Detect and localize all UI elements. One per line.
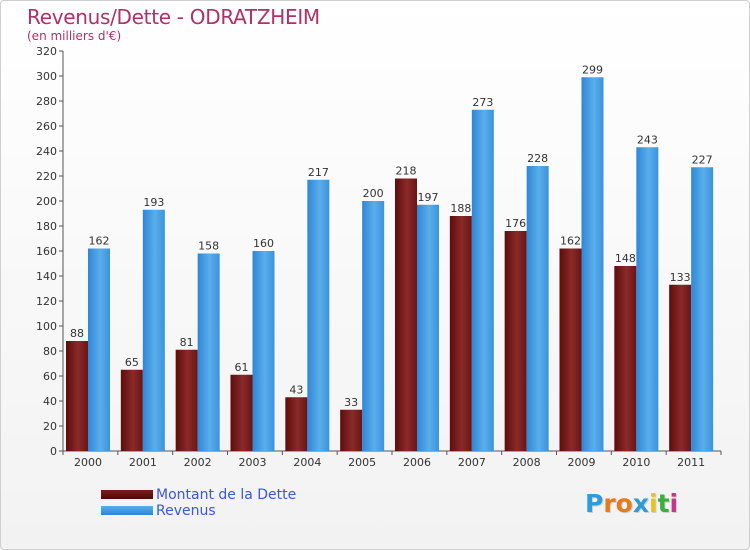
bar-revenus	[88, 248, 110, 451]
bar-dette	[340, 409, 363, 451]
y-tick-label: 320	[36, 45, 57, 58]
bar-revenus-value-label: 160	[253, 237, 274, 250]
bar-dette	[395, 178, 417, 451]
proxiti-logo: Proxiti	[585, 489, 678, 518]
logo-letter: t	[657, 489, 670, 518]
bar-revenus	[417, 204, 439, 451]
y-tick-label: 100	[36, 320, 57, 333]
y-tick-label: 60	[43, 370, 57, 383]
bar-dette-value-label: 176	[505, 217, 526, 230]
y-tick-label: 120	[36, 295, 57, 308]
y-tick-label: 220	[36, 170, 57, 183]
logo-letter: P	[585, 489, 604, 518]
x-tick-label: 2001	[129, 456, 157, 469]
bar-dette-value-label: 148	[615, 252, 636, 265]
y-tick-label: 240	[36, 145, 57, 158]
bar-dette	[66, 341, 88, 451]
bar-revenus-value-label: 243	[637, 133, 658, 146]
y-tick-label: 260	[36, 120, 57, 133]
bar-dette-value-label: 188	[450, 202, 471, 215]
bar-dette	[285, 397, 308, 451]
bar-revenus	[581, 77, 604, 451]
bar-revenus-value-label: 197	[418, 191, 439, 204]
bar-dette	[175, 349, 198, 451]
bar-revenus-value-label: 273	[472, 96, 493, 109]
y-tick-label: 200	[36, 195, 57, 208]
bar-revenus	[307, 179, 330, 451]
bar-dette-value-label: 33	[344, 396, 358, 409]
bar-dette	[504, 231, 527, 451]
bar-dette-value-label: 43	[289, 383, 303, 396]
bar-dette	[230, 374, 253, 451]
bar-revenus-value-label: 299	[582, 63, 603, 76]
bar-dette	[449, 216, 472, 451]
y-tick-label: 0	[50, 445, 57, 458]
x-tick-label: 2003	[239, 456, 267, 469]
y-tick-label: 300	[36, 70, 57, 83]
x-tick-label: 2011	[677, 456, 705, 469]
chart-subtitle: (en milliers d'€)	[27, 29, 122, 43]
x-tick-label: 2006	[403, 456, 431, 469]
bar-revenus	[252, 251, 275, 451]
bar-revenus	[362, 201, 385, 451]
legend-label-revenus: Revenus	[156, 503, 216, 519]
x-tick-label: 2004	[293, 456, 321, 469]
x-tick-label: 2007	[458, 456, 486, 469]
bar-revenus	[636, 147, 659, 451]
x-tick-label: 2005	[348, 456, 376, 469]
x-tick-label: 2002	[184, 456, 212, 469]
bar-revenus-value-label: 193	[143, 196, 164, 209]
logo-letter: i	[649, 489, 658, 518]
bar-dette-value-label: 65	[125, 356, 139, 369]
bar-revenus-value-label: 228	[527, 152, 548, 165]
y-tick-label: 20	[43, 420, 57, 433]
bar-revenus	[471, 109, 494, 451]
bar-dette-value-label: 88	[70, 327, 84, 340]
bar-revenus	[197, 253, 220, 451]
x-tick-label: 2010	[622, 456, 650, 469]
legend-swatch-dette	[101, 490, 153, 499]
bar-revenus-value-label: 200	[363, 187, 384, 200]
bar-dette	[120, 369, 143, 451]
bar-revenus	[526, 166, 549, 451]
bar-dette-value-label: 218	[396, 165, 417, 178]
bar-revenus	[691, 167, 714, 451]
x-tick-label: 2009	[568, 456, 596, 469]
x-tick-label: 2000	[74, 456, 102, 469]
logo-letter: o	[615, 489, 633, 518]
x-tick-label: 2008	[513, 456, 541, 469]
bar-revenus-value-label: 227	[692, 153, 713, 166]
y-tick-label: 140	[36, 270, 57, 283]
y-tick-label: 280	[36, 95, 57, 108]
bar-dette	[614, 266, 637, 451]
chart-title: Revenus/Dette - ODRATZHEIM	[27, 5, 320, 29]
bar-dette-value-label: 81	[180, 336, 194, 349]
bar-dette-value-label: 162	[560, 235, 581, 248]
logo-letter: i	[669, 489, 679, 518]
bar-dette-value-label: 133	[670, 271, 691, 284]
y-tick-label: 80	[43, 345, 57, 358]
y-tick-label: 160	[36, 245, 57, 258]
y-tick-label: 40	[43, 395, 57, 408]
chart-bars	[66, 77, 714, 451]
legend-label-dette: Montant de la Dette	[156, 487, 297, 503]
bar-dette	[559, 248, 582, 451]
logo-letter: x	[632, 489, 649, 518]
logo-letter: r	[603, 489, 616, 518]
y-tick-label: 180	[36, 220, 57, 233]
bar-revenus-value-label: 158	[198, 240, 219, 253]
bar-revenus-value-label: 162	[89, 235, 110, 248]
bar-dette	[669, 284, 692, 451]
chart-axes: 0 20 40 60 80 100 120 140 160 180 200 220 240 260 280 3…	[36, 45, 722, 469]
bar-dette-value-label: 61	[235, 361, 249, 374]
bar-revenus-value-label: 217	[308, 166, 329, 179]
bar-revenus	[142, 209, 165, 451]
legend-swatch-revenus	[101, 506, 153, 515]
